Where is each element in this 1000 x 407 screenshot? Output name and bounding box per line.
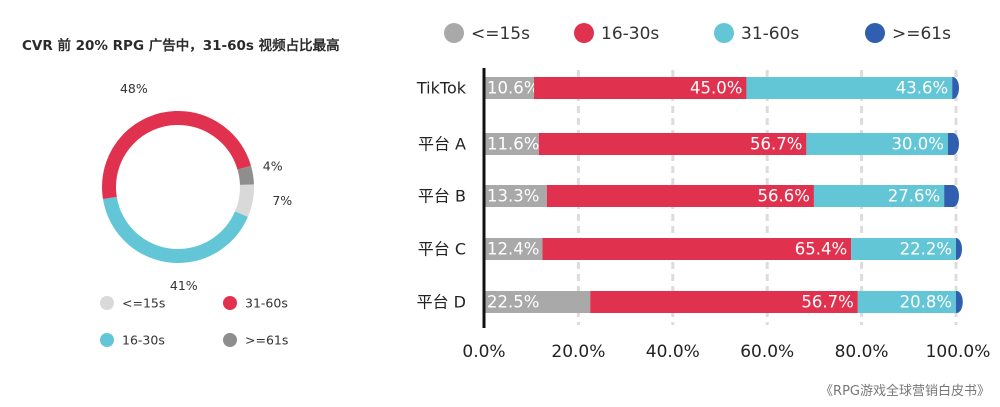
bar-value-label: 43.6%	[896, 79, 948, 98]
bar-segment-16-30s	[534, 77, 747, 99]
bar-value-label: 22.2%	[900, 240, 952, 259]
donut-legend-label-31-60s: 31-60s	[245, 296, 288, 311]
donut-legend-label->=61s: >=61s	[245, 333, 288, 348]
bar-value-label: 12.4%	[487, 240, 539, 259]
donut-label->=61s: 4%	[263, 159, 283, 174]
bar-value-label: 30.0%	[892, 135, 944, 154]
donut-slice-31-60s	[101, 110, 254, 263]
bar-segment-<=15s	[484, 77, 535, 99]
category-label-平台 D: 平台 D	[417, 293, 466, 312]
donut-legend-label-16-30s: 16-30s	[122, 333, 165, 348]
bar-segment-31-60s	[857, 291, 956, 313]
donut-legend-marker->=61s	[223, 333, 237, 347]
bar-legend-marker-<=15s	[444, 23, 464, 43]
bar-legend-label-<=15s: <=15s	[471, 24, 530, 44]
source-note: 《RPG游戏全球营销白皮书》	[820, 384, 990, 399]
bar-value-label: 10.6%	[487, 79, 539, 98]
x-tick-label: 60.0%	[740, 342, 794, 362]
bar-legend-marker-31-60s	[714, 23, 734, 43]
bar-legend-label->=61s: >=61s	[892, 24, 951, 44]
donut-slice-16-30s	[101, 110, 254, 263]
x-tick-label: 80.0%	[835, 342, 889, 362]
bar-value-label: 13.3%	[487, 187, 539, 206]
donut-legend: <=15s 31-60s 16-30s >=61s	[100, 296, 288, 348]
bar-chart: TikTok 10.6% 45.0% 43.6% 平台 A 11.6% 56.7% 30.0%…	[416, 77, 963, 313]
bar-legend: <=15s 16-30s 31-60s >=61s	[444, 23, 951, 44]
bar-legend-marker->=61s	[865, 23, 885, 43]
x-tick-label: 0.0%	[462, 342, 505, 362]
bar-grid	[576, 70, 958, 325]
donut-legend-marker-16-30s	[100, 333, 114, 347]
bar-value-label: 22.5%	[487, 293, 539, 312]
bar-legend-marker-16-30s	[574, 23, 594, 43]
x-tick-label: 40.0%	[646, 342, 700, 362]
category-label-平台 B: 平台 B	[418, 187, 466, 206]
donut-label-<=15s: 7%	[272, 193, 292, 208]
bar-segment-31-60s	[851, 238, 956, 260]
donut-label-16-30s: 41%	[170, 278, 198, 293]
donut-chart: 7% 41% 48% 4%	[101, 81, 292, 293]
donut-legend-label-<=15s: <=15s	[122, 296, 165, 311]
bar-value-label: 11.6%	[487, 135, 539, 154]
bar-segment-31-60s	[806, 133, 948, 155]
bar-value-label: 65.4%	[795, 240, 847, 259]
x-tick-label: 100.0%	[926, 342, 991, 362]
bar-value-label: 56.6%	[758, 187, 810, 206]
bar-segment->=61s	[956, 291, 963, 313]
donut-legend-marker-<=15s	[100, 296, 114, 310]
donut-slice->=61s	[101, 110, 254, 263]
donut-label-31-60s: 48%	[120, 81, 148, 96]
bar-segment-<=15s	[484, 185, 547, 207]
bar-value-label: 56.7%	[801, 293, 853, 312]
bar-value-label: 56.7%	[750, 135, 802, 154]
category-label-平台 C: 平台 C	[418, 240, 466, 259]
bar-axis: 0.0% 20.0% 40.0% 60.0% 80.0% 100.0%	[462, 68, 990, 362]
bar-segment-16-30s	[590, 291, 858, 313]
bar-segment-31-60s	[813, 185, 945, 207]
bar-segment->=61s	[952, 77, 959, 99]
bar-legend-label-16-30s: 16-30s	[601, 24, 659, 44]
bar-segment-<=15s	[484, 238, 543, 260]
bar-segment->=61s	[956, 238, 962, 260]
category-label-TikTok: TikTok	[416, 79, 467, 98]
bar-legend-label-31-60s: 31-60s	[741, 24, 799, 44]
bar-segment->=61s	[947, 133, 959, 155]
bar-value-label: 45.0%	[690, 79, 742, 98]
bar-segment->=61s	[944, 185, 959, 207]
bar-segment-<=15s	[484, 291, 591, 313]
donut-legend-marker-31-60s	[223, 296, 237, 310]
bar-value-label: 20.8%	[900, 293, 952, 312]
bar-segment-16-30s	[542, 238, 852, 260]
bar-segment-16-30s	[538, 133, 807, 155]
bar-segment-31-60s	[746, 77, 953, 99]
bar-segment-<=15s	[484, 133, 539, 155]
category-label-平台 A: 平台 A	[418, 135, 466, 154]
chart-title: CVR 前 20% RPG 广告中，31-60s 视频占比最高	[22, 38, 340, 54]
x-tick-label: 20.0%	[551, 342, 605, 362]
bar-value-label: 27.6%	[888, 187, 940, 206]
bar-segment-16-30s	[546, 185, 814, 207]
